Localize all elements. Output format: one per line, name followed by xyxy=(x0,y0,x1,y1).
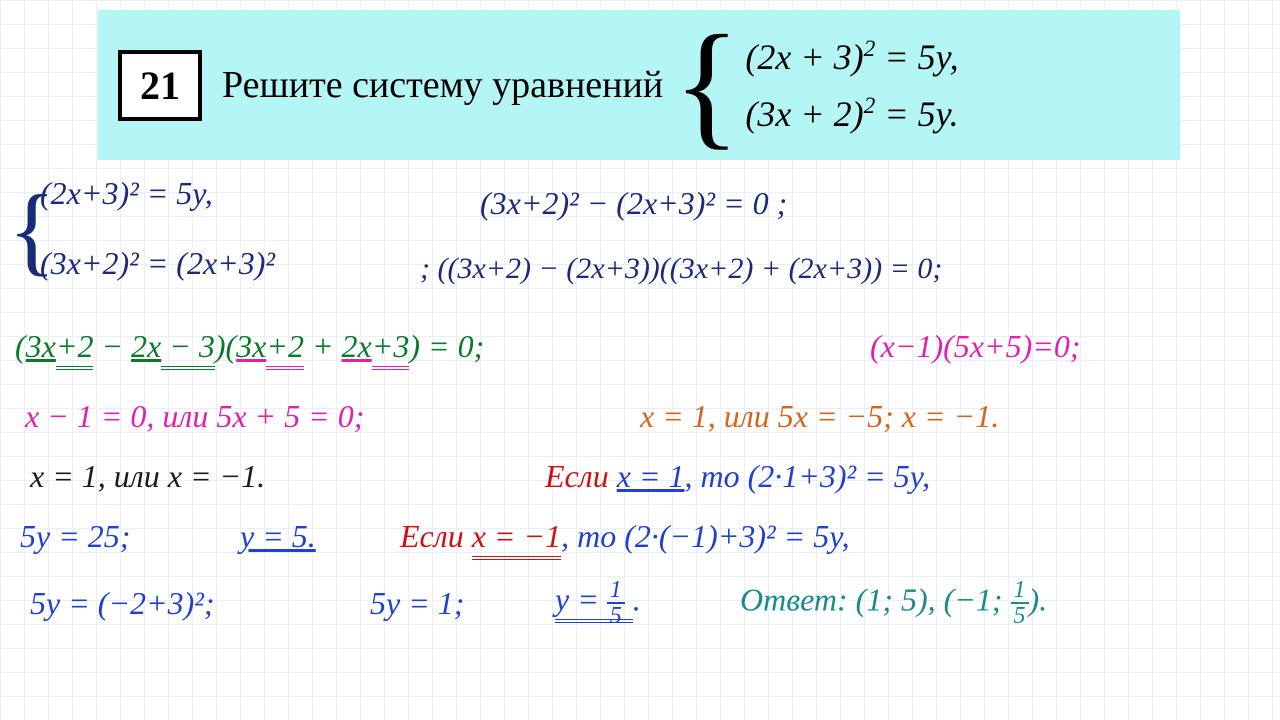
problem-header: 21 Решите систему уравнений { (2x + 3)2 … xyxy=(98,10,1180,160)
work-factor: ; ((3x+2) − (2x+3))((3x+2) + (2x+3)) = 0… xyxy=(420,252,942,286)
work-expand: (3x+2 − 2x − 3)(3x+2 + 2x+3) = 0; xyxy=(15,328,484,365)
work-x-values: x = 1, или x = −1. xyxy=(30,458,265,495)
work-case1: Если x = 1, то (2·1+3)² = 5y, xyxy=(545,458,930,495)
work-5y1: 5y = 1; xyxy=(370,585,464,622)
equation-stack: (2x + 3)2 = 5y, (3x + 2)2 = 5y. xyxy=(745,36,958,135)
work-5y25: 5y = 25; xyxy=(20,518,130,555)
problem-prompt: Решите систему уравнений xyxy=(222,63,663,107)
work-split-left: x − 1 = 0, или 5x + 5 = 0; xyxy=(25,398,364,435)
work-simplified: (x−1)(5x+5)=0; xyxy=(870,328,1080,365)
work-split-right: x = 1, или 5x = −5; x = −1. xyxy=(640,398,999,435)
work-y5: y = 5. xyxy=(240,518,316,555)
work-y-frac: y = 15 . xyxy=(555,578,641,628)
work-eq1: (2x+3)² = 5y, xyxy=(40,175,213,212)
system-equation: { (2x + 3)2 = 5y, (3x + 2)2 = 5y. xyxy=(673,29,958,141)
work-diff: (3x+2)² − (2x+3)² = 0 ; xyxy=(480,185,787,222)
work-case2: Если x = −1, то (2·(−1)+3)² = 5y, xyxy=(400,518,850,555)
header-eq2: (3x + 2)2 = 5y. xyxy=(745,93,958,135)
header-eq1: (2x + 3)2 = 5y, xyxy=(745,36,958,78)
brace-icon: { xyxy=(673,29,740,141)
work-5y-sq: 5y = (−2+3)²; xyxy=(30,585,215,622)
answer: Ответ: (1; 5), (−1; 15). xyxy=(740,578,1047,628)
problem-number: 21 xyxy=(118,50,202,121)
work-eq2: (3x+2)² = (2x+3)² xyxy=(40,245,275,282)
